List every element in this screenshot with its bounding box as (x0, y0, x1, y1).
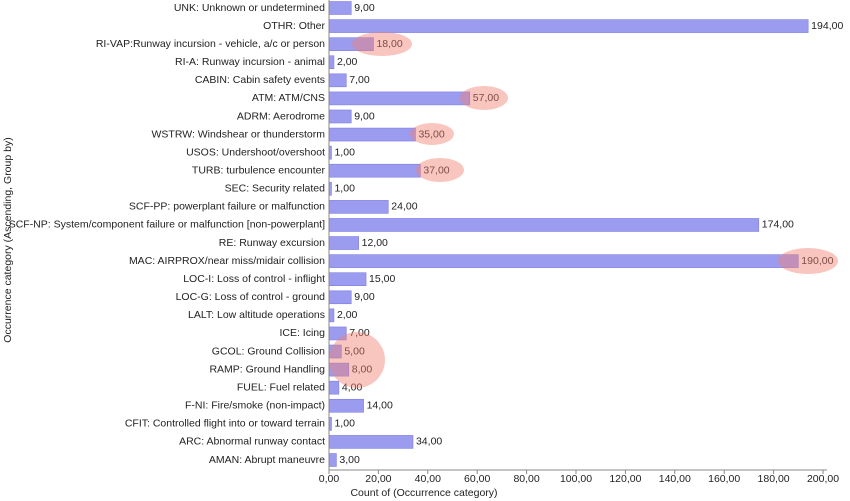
highlight (329, 332, 385, 388)
highlight (460, 86, 508, 110)
data-label: 174,00 (762, 219, 794, 231)
x-tick-label: 140,00 (659, 473, 691, 485)
y-tick-label: FUEL: Fuel related (237, 381, 325, 393)
x-tick-label: 200,00 (807, 473, 839, 485)
bar (328, 55, 335, 70)
data-label: 9,00 (354, 2, 375, 14)
x-axis-title: Count of (Occurrence category) (350, 487, 497, 499)
bar (328, 109, 352, 124)
y-tick-label: GCOL: Ground Collision (212, 345, 325, 357)
y-tick-label: SCF-PP: powerplant failure or malfunctio… (129, 201, 325, 213)
bar (328, 73, 347, 88)
bar (328, 236, 359, 250)
y-tick-label: UNK: Unknown or undetermined (174, 2, 325, 14)
data-label: 18,00 (376, 38, 402, 50)
y-tick-label: LOC-G: Loss of control - ground (176, 291, 326, 303)
bar (328, 200, 389, 214)
data-label: 24,00 (391, 201, 417, 213)
y-tick-label: ADRM: Aerodrome (237, 110, 325, 122)
data-label: 5,00 (344, 345, 365, 357)
y-tick-label: ARC: Abnormal runway contact (179, 436, 325, 448)
y-tick-label: OTHR: Other (263, 20, 325, 32)
x-tick-label: 0,00 (319, 473, 340, 485)
data-label: 3,00 (339, 454, 360, 466)
bar (328, 308, 335, 323)
data-label: 7,00 (349, 327, 370, 339)
x-tick-label: 80,00 (513, 473, 539, 485)
bar (328, 272, 367, 287)
y-tick-label: AMAN: Abrupt maneuvre (209, 454, 325, 466)
highlight (352, 32, 412, 56)
bar (328, 290, 352, 305)
data-label: 9,00 (354, 110, 375, 122)
data-label: 57,00 (473, 92, 499, 104)
x-tick-label: 20,00 (365, 473, 391, 485)
data-label: 35,00 (418, 128, 444, 140)
highlight (416, 158, 464, 182)
x-tick-label: 100,00 (560, 473, 592, 485)
bar (328, 19, 809, 33)
y-tick-label: USOS: Undershoot/overshoot (186, 146, 325, 158)
y-tick-label: WSTRW: Windshear or thunderstorm (152, 128, 326, 140)
highlight (778, 248, 838, 274)
y-tick-label: RE: Runway excursion (219, 237, 325, 249)
y-tick-label: SEC: Security related (225, 183, 326, 195)
data-label: 14,00 (367, 400, 393, 412)
y-tick-label: CABIN: Cabin safety events (195, 74, 325, 86)
data-label: 194,00 (811, 20, 843, 32)
bar (328, 435, 414, 449)
data-label: 12,00 (362, 237, 388, 249)
data-label: 7,00 (349, 74, 370, 86)
data-label: 15,00 (369, 273, 395, 285)
data-label: 1,00 (334, 183, 355, 195)
y-tick-label: RAMP: Ground Handling (209, 363, 325, 375)
y-tick-label: TURB: turbulence encounter (192, 165, 326, 177)
y-tick-label: MAC: AIRPROX/near miss/midair collision (129, 255, 325, 267)
bar (328, 91, 471, 106)
data-label: 37,00 (423, 165, 449, 177)
data-label: 8,00 (352, 363, 373, 375)
bar (328, 398, 364, 413)
data-label: 34,00 (416, 436, 442, 448)
x-tick-label: 120,00 (609, 473, 641, 485)
y-tick-label: SCF-NP: System/component failure or malf… (9, 219, 325, 231)
y-axis-title: Occurrence category (Ascending, Group by… (2, 137, 14, 342)
y-tick-label: RI-A: Runway incursion - animal (175, 56, 325, 68)
bar (328, 254, 799, 268)
bar (328, 163, 421, 178)
data-label: 4,00 (342, 381, 363, 393)
data-label: 1,00 (334, 146, 355, 158)
bar (328, 218, 760, 232)
data-label: 2,00 (337, 309, 358, 321)
highlight (410, 123, 454, 145)
bar (328, 380, 340, 395)
x-tick-label: 160,00 (708, 473, 740, 485)
x-tick-label: 40,00 (415, 473, 441, 485)
y-tick-label: LOC-I: Loss of control - inflight (183, 273, 325, 285)
data-label: 1,00 (334, 418, 355, 430)
y-tick-label: LALT: Low altitude operations (188, 309, 325, 321)
x-tick-label: 180,00 (758, 473, 790, 485)
data-label: 190,00 (801, 255, 833, 267)
y-tick-label: CFIT: Controlled flight into or toward t… (125, 418, 325, 430)
data-label: 2,00 (337, 56, 358, 68)
y-tick-label: ICE: Icing (279, 327, 325, 339)
y-tick-label: RI-VAP:Runway incursion - vehicle, a/c o… (96, 38, 325, 50)
bar (328, 127, 416, 142)
x-tick-label: 60,00 (464, 473, 490, 485)
data-label: 9,00 (354, 291, 375, 303)
y-tick-label: ATM: ATM/CNS (252, 92, 325, 104)
bar (328, 1, 352, 15)
bar (328, 453, 337, 467)
y-tick-label: F-NI: Fire/smoke (non-impact) (185, 400, 325, 412)
